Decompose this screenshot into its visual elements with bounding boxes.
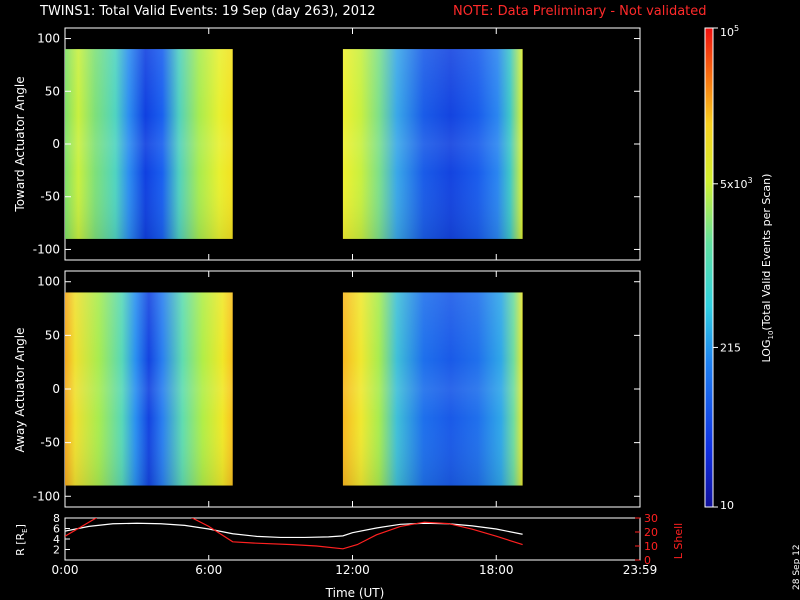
time-tick-label: 23:59 — [623, 563, 658, 577]
away-panel: 100 50 0 -50 -100 Away Actuator Angle — [13, 270, 641, 508]
lshell-tick-label: 0 — [644, 554, 651, 567]
time-axis-label: Time (UT) — [325, 586, 385, 600]
y-tick-label: 100 — [37, 32, 60, 46]
r-tick-label: 6 — [53, 523, 60, 536]
y-tick-label: -50 — [40, 190, 60, 204]
colorbar-tick-label: 5x103 — [720, 176, 753, 191]
chart-title: TWINS1: Total Valid Events: 19 Sep (day … — [40, 4, 376, 19]
lshell-series-line — [65, 518, 523, 550]
y-tick-label: 50 — [45, 328, 60, 342]
toward-ylabel: Toward Actuator Angle — [13, 76, 27, 212]
r-tick-label: 8 — [53, 512, 60, 525]
r-tick-label: 4 — [53, 533, 60, 546]
title-row: TWINS1: Total Valid Events: 19 Sep (day … — [0, 4, 800, 24]
toward-panel: 100 50 0 -50 -100 Toward Actuator Angle — [13, 27, 641, 261]
away-angle-overlay-1 — [65, 292, 233, 486]
y-tick-label: -100 — [33, 489, 60, 503]
preliminary-note: NOTE: Data Preliminary - Not validated — [453, 4, 707, 19]
lshell-tick-label: 10 — [644, 540, 658, 553]
y-tick-label: 50 — [45, 84, 60, 98]
y-tick-label: 100 — [37, 275, 60, 289]
y-tick-label: -50 — [40, 436, 60, 450]
colorbar: 105 5x103 215 10 LOG10(Total Valid Events p… — [704, 24, 775, 512]
lshell-tick-label: 20 — [644, 526, 658, 539]
colorbar-label: LOG10(Total Valid Events per Scan) — [760, 174, 775, 363]
r-tick-label: 2 — [53, 544, 60, 557]
toward-angle-overlay-2 — [342, 49, 523, 239]
away-ylabel: Away Actuator Angle — [13, 327, 27, 452]
orbit-panel-frame — [64, 517, 641, 561]
r-axis-label: R [RE] — [14, 524, 29, 556]
time-tick-label: 18:00 — [479, 563, 514, 577]
lshell-tick-label: 30 — [644, 512, 658, 525]
lshell-axis-label: L Shell — [672, 523, 685, 559]
colorbar-tick-label: 10 — [720, 499, 734, 512]
away-angle-overlay-2 — [342, 292, 523, 486]
time-tick-label: 12:00 — [335, 563, 370, 577]
colorbar-tick-label: 215 — [720, 341, 741, 354]
toward-angle-overlay-1 — [65, 49, 233, 239]
time-tick-label: 6:00 — [195, 563, 222, 577]
colorbar-tick-label: 105 — [720, 24, 739, 39]
colorbar-gradient — [704, 27, 714, 508]
y-tick-label: 0 — [52, 137, 60, 151]
date-stamp: 28 Sep 12 — [792, 544, 800, 590]
y-tick-label: 0 — [52, 382, 60, 396]
time-tick-label: 0:00 — [52, 563, 79, 577]
y-tick-label: -100 — [33, 242, 60, 256]
